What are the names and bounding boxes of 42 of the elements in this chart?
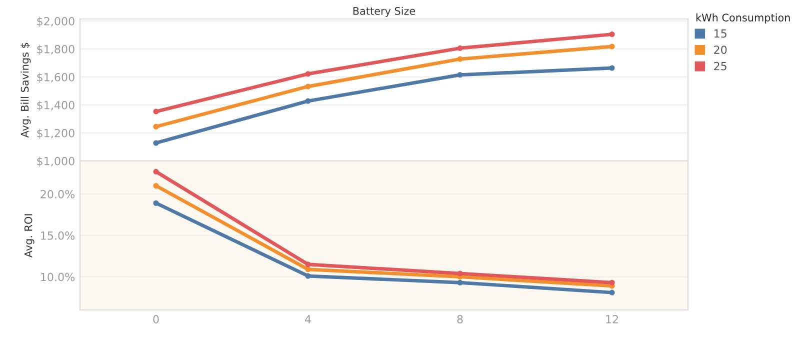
point bbox=[153, 108, 159, 114]
point bbox=[609, 290, 615, 296]
x-tick-label: 4 bbox=[305, 315, 311, 324]
point bbox=[457, 280, 463, 286]
y-tick-label: 10.0% bbox=[41, 272, 75, 282]
legend-label: 25 bbox=[714, 62, 726, 70]
point bbox=[305, 273, 311, 279]
legend-title: kWh Consumption bbox=[696, 13, 790, 24]
point bbox=[153, 140, 159, 146]
y-axis-title: Avg. ROI bbox=[24, 214, 34, 258]
chart-title: Battery Size bbox=[353, 6, 416, 17]
point bbox=[457, 72, 463, 78]
x-tick-label: 8 bbox=[457, 315, 463, 324]
point bbox=[153, 182, 159, 189]
y-tick-label: $2,000 bbox=[37, 16, 74, 27]
y-tick-label: $1,600 bbox=[37, 72, 74, 83]
point bbox=[305, 266, 311, 272]
legend-label: 20 bbox=[714, 46, 727, 54]
point bbox=[457, 45, 463, 51]
point bbox=[305, 262, 311, 268]
x-tick-label: 0 bbox=[153, 315, 159, 324]
point bbox=[457, 56, 463, 62]
point bbox=[153, 168, 159, 174]
x-tick-label: 12 bbox=[606, 315, 618, 324]
y-tick-label: $1,200 bbox=[37, 128, 74, 139]
point bbox=[153, 124, 159, 130]
y-axis-title: Avg. Bill Savings $ bbox=[20, 42, 31, 138]
y-tick-label: 15.0% bbox=[41, 231, 75, 240]
point bbox=[305, 84, 311, 90]
point bbox=[153, 200, 159, 206]
y-tick-label: $1,000 bbox=[37, 156, 74, 167]
point bbox=[305, 71, 311, 77]
point bbox=[609, 44, 615, 50]
legend-label: 15 bbox=[714, 29, 726, 38]
point bbox=[305, 98, 311, 104]
y-tick-label: $1,400 bbox=[37, 100, 74, 111]
point bbox=[457, 270, 463, 276]
point bbox=[609, 280, 615, 286]
point bbox=[609, 65, 615, 71]
point bbox=[609, 32, 615, 38]
y-tick-label: $1,800 bbox=[37, 44, 74, 55]
y-tick-label: 20.0% bbox=[40, 190, 75, 198]
